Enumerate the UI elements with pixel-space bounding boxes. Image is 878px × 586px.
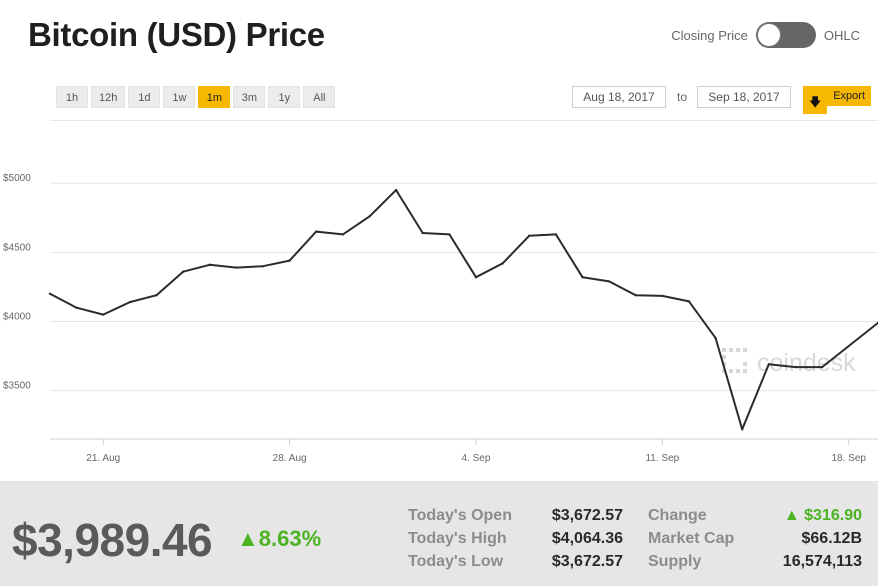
today-high-label: Today's High [408,530,507,547]
price-point [235,266,238,269]
y-tick-label: $3500 [3,381,31,392]
today-open-label: Today's Open [408,507,512,524]
price-point [501,262,504,265]
range-all-button[interactable]: All [303,86,336,108]
change-value: ▲ $316.90 [783,507,862,524]
price-point [288,259,291,262]
price-point [767,363,770,366]
price-point [394,188,398,192]
header-divider [50,120,878,121]
y-tick-label: $4000 [3,311,31,322]
range-1m-button[interactable]: 1m [198,86,231,108]
price-point [102,313,105,316]
price-point [687,300,691,303]
range-3m-button[interactable]: 3m [233,86,266,108]
tick-layer: $3500 $4000 $4500 $5000 21. Aug 28. Aug 4. Sep… [3,173,878,464]
price-point [820,365,824,369]
ohlc-label: OHLC [823,27,860,43]
today-low-value: $3,672.57 [551,553,623,570]
today-high-value: $4,064.36 [551,530,623,547]
range-1w-button[interactable]: 1w [163,86,196,108]
y-tick-label: $4500 [3,242,31,253]
change-label: Change [648,507,707,524]
export-tab [803,106,827,114]
coindesk-watermark: coindesk [722,348,856,377]
today-open-value: $3,672.57 [551,507,623,524]
price-point [181,270,185,273]
price-point [421,231,424,235]
supply-value: 16,574,113 [782,553,862,570]
date-from-input[interactable]: Aug 18, 2017 [572,86,666,108]
price-point [661,294,664,298]
price-point [261,265,265,268]
price-series-line [49,189,878,431]
price-point [634,294,637,297]
coindesk-logo-icon [722,348,747,373]
y-tick-label: $5000 [3,173,31,184]
price-point [48,292,52,295]
price-point [315,230,318,233]
range-1d-button[interactable]: 1d [128,86,161,108]
closing-price-label: Closing Price [671,27,748,43]
price-mode-toggle[interactable] [755,22,816,48]
price-summary-panel: $3,989.46 ▲8.63% Today's Open $3,672.57 … [0,481,878,586]
x-tick-label: 18. Sep [831,453,866,464]
line-layer [48,188,878,431]
price-point [75,306,78,309]
download-arrow-icon: 🡇 [809,95,822,109]
x-tick-label: 4. Sep [462,453,491,464]
price-point [794,365,797,369]
today-low-label: Today's Low [408,553,504,570]
price-point [128,300,132,304]
x-tick-label: 21. Aug [86,453,120,464]
export-button[interactable]: 🡇 Export [803,86,871,114]
price-point [607,280,611,283]
range-1h-button[interactable]: 1h [56,86,88,108]
price-point [528,234,531,237]
export-label: Export [833,90,865,102]
grid-layer [50,182,878,392]
range-selector: 1h 12h 1d 1w 1m 3m 1y All [56,86,336,108]
date-to-input[interactable]: Sep 18, 2017 [697,86,791,108]
price-point [554,233,558,236]
percent-change: ▲8.63% [237,526,322,551]
supply-label: Supply [648,553,702,570]
range-1y-button[interactable]: 1y [268,86,301,108]
toggle-knob [756,23,781,47]
price-mode-toggle-group: Closing Price OHLC [671,22,860,48]
price-chart: coindesk $3500 $4000 $4500 $5000 21. Aug 28. … [3,173,878,464]
price-point [368,215,371,218]
price-point [474,276,478,279]
price-point [581,276,584,279]
price-point [341,233,345,236]
market-cap-label: Market Cap [648,530,735,547]
x-tick-label: 28. Aug [273,453,307,464]
page-title: Bitcoin (USD) Price [28,16,325,53]
x-tick-label: 11. Sep [645,453,679,464]
price-point [741,428,744,431]
market-cap-value: $66.12B [801,530,863,547]
range-12h-button[interactable]: 12h [91,86,126,108]
price-point [208,263,211,266]
current-price: $3,989.46 [12,514,213,566]
price-point [448,233,451,236]
price-point [714,336,717,340]
date-to-label: to [677,90,688,104]
watermark-text: coindesk [757,349,856,377]
price-point [155,294,158,297]
